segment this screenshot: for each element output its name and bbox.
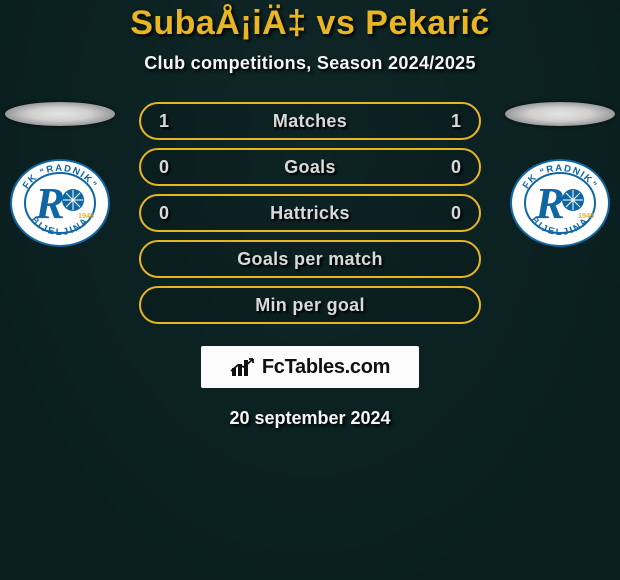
player-right-avatar-placeholder	[505, 102, 615, 126]
stat-left-value: 1	[155, 111, 173, 132]
stat-label: Goals per match	[237, 249, 383, 269]
stat-left-value: 0	[155, 157, 173, 178]
player-left-column: FK “RADNIK” BIJELJINA R 1945	[0, 102, 120, 255]
stat-label: Matches	[273, 111, 347, 131]
svg-text:R: R	[534, 179, 564, 228]
stat-right-value: 0	[447, 157, 465, 178]
stats-list: 1 Matches 1 0 Goals 0 0 Hattricks 0 Goal…	[139, 102, 481, 324]
player-right-club-crest: FK “RADNIK” BIJELJINA R 1945	[510, 156, 610, 255]
stat-row-goals: 0 Goals 0	[139, 148, 481, 186]
stat-row-hattricks: 0 Hattricks 0	[139, 194, 481, 232]
stat-row-matches: 1 Matches 1	[139, 102, 481, 140]
stat-right-value: 0	[447, 203, 465, 224]
radnik-crest-icon: FK “RADNIK” BIJELJINA R 1945	[510, 156, 610, 250]
bar-chart-icon	[230, 356, 256, 378]
svg-text:1945: 1945	[578, 211, 594, 220]
stat-left-value: 0	[155, 203, 173, 224]
footer-date: 20 september 2024	[0, 408, 620, 429]
svg-text:R: R	[34, 179, 64, 228]
player-left-avatar-placeholder	[5, 102, 115, 126]
player-left-club-crest: FK “RADNIK” BIJELJINA R 1945	[10, 156, 110, 255]
stat-row-min-per-goal: Min per goal	[139, 286, 481, 324]
branding-text: FcTables.com	[262, 356, 390, 379]
branding-link[interactable]: FcTables.com	[201, 346, 419, 388]
stat-label: Goals	[284, 157, 336, 177]
player-right-column: FK “RADNIK” BIJELJINA R 1945	[500, 102, 620, 255]
svg-text:1945: 1945	[78, 211, 94, 220]
comparison-panel: FK “RADNIK” BIJELJINA R 1945 FK “RADNI	[0, 102, 620, 429]
stat-label: Min per goal	[255, 295, 365, 315]
page-title: SubaÅ¡iÄ‡ vs Pekarić	[0, 4, 620, 43]
stat-row-goals-per-match: Goals per match	[139, 240, 481, 278]
radnik-crest-icon: FK “RADNIK” BIJELJINA R 1945	[10, 156, 110, 250]
stat-label: Hattricks	[270, 203, 350, 223]
page-subtitle: Club competitions, Season 2024/2025	[0, 53, 620, 74]
stat-right-value: 1	[447, 111, 465, 132]
